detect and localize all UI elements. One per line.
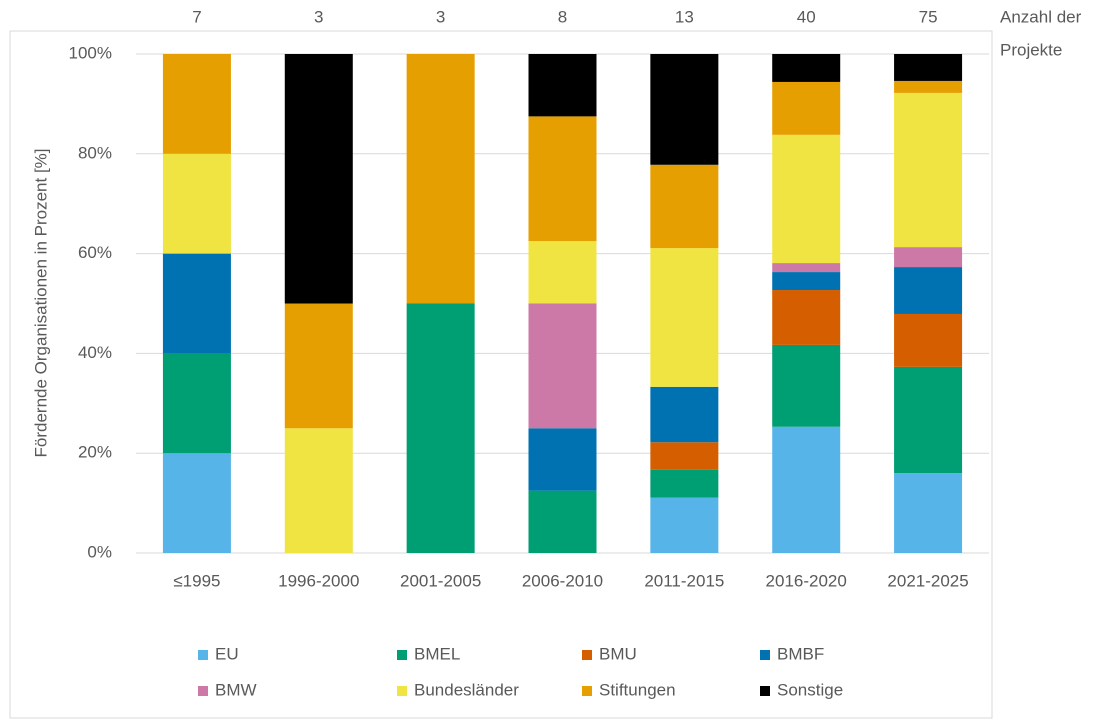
y-tick-label: 20% [78, 443, 112, 462]
legend-label: BMU [599, 644, 637, 663]
bar-segment [162, 253, 231, 354]
legend-label: Bundesländer [414, 680, 519, 699]
x-tick-label: 1996-2000 [278, 571, 359, 590]
bar-segment [650, 248, 719, 387]
x-tick-label: 2001-2005 [400, 571, 481, 590]
bar-segment [528, 54, 597, 117]
bar-segment [650, 442, 719, 470]
x-tick-label: 2016-2020 [766, 571, 847, 590]
bar-segment [772, 81, 841, 135]
bar-segment [528, 116, 597, 242]
y-tick-label: 0% [87, 542, 112, 561]
bar-segment [772, 54, 841, 82]
bar-segment [894, 313, 963, 367]
bar-segment [162, 453, 231, 553]
bar-segment [894, 54, 963, 81]
project-count: 40 [797, 7, 816, 26]
bar-segment [772, 263, 841, 273]
bar-segment [772, 272, 841, 291]
counts-title: Anzahl der [1000, 7, 1082, 26]
bar-segment [894, 247, 963, 268]
legend-label: EU [215, 644, 239, 663]
x-tick-label: 2006-2010 [522, 571, 603, 590]
legend-swatch [198, 650, 208, 660]
bar-segment [406, 54, 475, 304]
bar-segment [894, 267, 963, 314]
bar-segment [894, 473, 963, 553]
project-count: 13 [675, 7, 694, 26]
bar-segment [650, 469, 719, 498]
legend-label: BMW [215, 680, 257, 699]
x-tick-label: 2021-2025 [887, 571, 968, 590]
legend-label: BMBF [777, 644, 824, 663]
bar-segment [284, 428, 353, 553]
bar-segment [162, 353, 231, 454]
x-tick-label: 2011-2015 [644, 571, 724, 590]
bar-segment [650, 386, 719, 443]
legend-swatch [760, 686, 770, 696]
bar-segment [528, 428, 597, 491]
bar-segment [284, 54, 353, 304]
chart-frame [9, 30, 993, 719]
bar-segment [894, 366, 963, 474]
legend-swatch [198, 686, 208, 696]
bar-segment [406, 303, 475, 553]
bar-segment [528, 303, 597, 429]
bar-segment [772, 344, 841, 427]
legend-swatch [582, 650, 592, 660]
bar-segment [772, 290, 841, 345]
bar-segment [162, 54, 231, 154]
bar-segment [772, 426, 841, 553]
bar-segment [650, 497, 719, 553]
legend-label: Sonstige [777, 680, 843, 699]
project-count: 8 [558, 7, 567, 26]
y-axis-label: Fördernde Organisationen in Prozent [%] [31, 148, 50, 457]
project-count: 75 [919, 7, 938, 26]
y-tick-label: 100% [69, 43, 112, 62]
bar-segment [772, 134, 841, 264]
bar-segment [528, 490, 597, 553]
bar-segment [650, 54, 719, 165]
legend-swatch [760, 650, 770, 660]
project-count: 3 [314, 7, 323, 26]
counts-title: Projekte [1000, 40, 1062, 59]
project-count: 3 [436, 7, 445, 26]
legend-swatch [582, 686, 592, 696]
legend-label: Stiftungen [599, 680, 676, 699]
y-tick-label: 80% [78, 143, 112, 162]
legend-swatch [397, 686, 407, 696]
bar-segment [284, 303, 353, 429]
bar-segment [650, 164, 719, 249]
bar-segment [894, 80, 963, 93]
legend-label: BMEL [414, 644, 460, 663]
bar-segment [894, 92, 963, 248]
x-tick-label: ≤1995 [173, 571, 220, 590]
y-tick-label: 40% [78, 343, 112, 362]
y-tick-label: 60% [78, 243, 112, 262]
project-count: 7 [192, 7, 201, 26]
legend-swatch [397, 650, 407, 660]
bar-segment [528, 241, 597, 304]
bar-segment [162, 153, 231, 254]
